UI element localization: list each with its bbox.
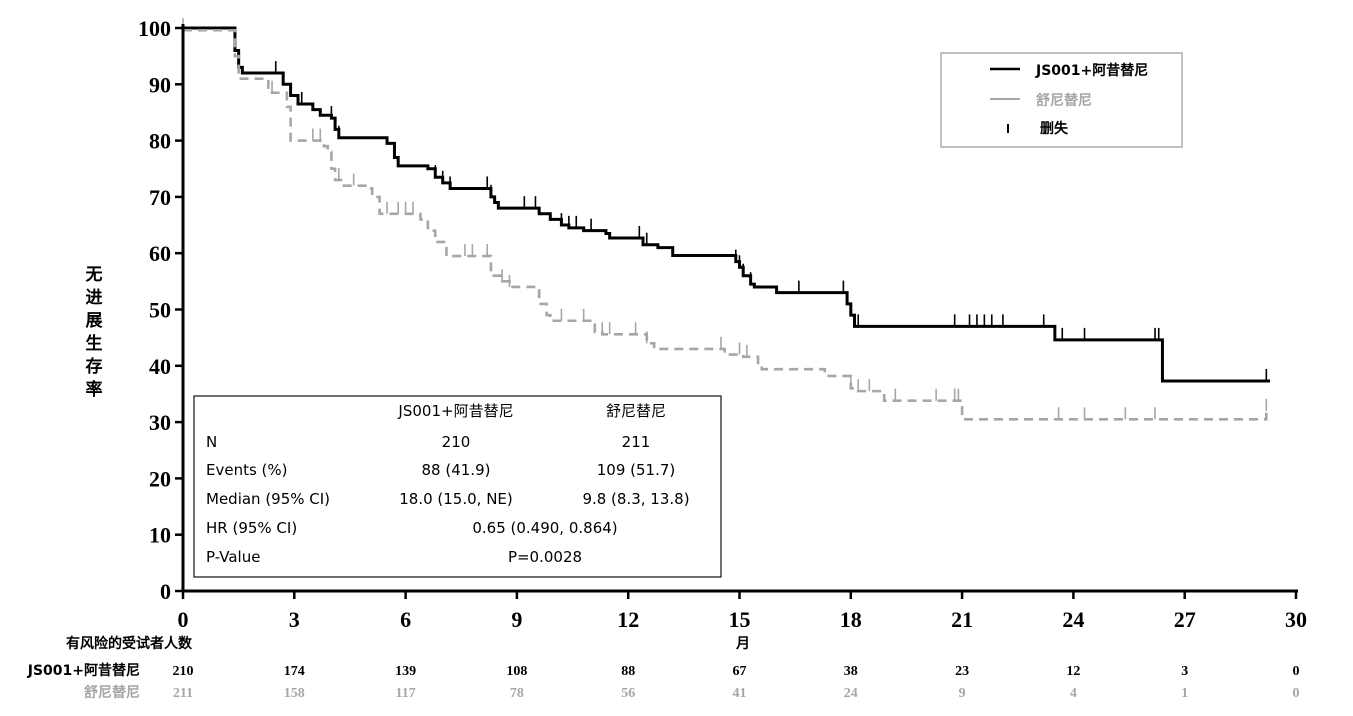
stats-row-label: Events (%) xyxy=(206,461,288,479)
stats-row-label: P-Value xyxy=(206,548,260,566)
y-tick-label: 80 xyxy=(149,129,171,154)
y-label-char: 生 xyxy=(86,333,103,354)
risk-table-title: 有风险的受试者人数 xyxy=(66,635,193,652)
y-label-char: 进 xyxy=(86,288,103,308)
x-tick-label: 15 xyxy=(729,607,751,632)
risk-count: 3 xyxy=(1181,664,1188,679)
risk-count: 41 xyxy=(733,686,747,701)
risk-count: 23 xyxy=(955,664,969,679)
risk-count: 174 xyxy=(284,664,305,679)
y-tick-label: 60 xyxy=(149,241,171,266)
stats-cell: 88 (41.9) xyxy=(422,461,491,479)
x-tick-label: 30 xyxy=(1285,607,1307,632)
km-curve-js001-axitinib xyxy=(183,26,1271,383)
risk-row-name-1: 舒尼替尼 xyxy=(84,684,140,701)
risk-count: 12 xyxy=(1066,664,1080,679)
y-tick-label: 20 xyxy=(149,466,171,491)
x-tick-label: 21 xyxy=(951,607,973,632)
legend-label-2: 删失 xyxy=(1040,120,1069,137)
risk-table: 有风险的受试者人数 JS001+阿昔替尼 舒尼替尼 210 174 139 108 88… xyxy=(27,635,1300,701)
y-label-char: 率 xyxy=(86,379,103,400)
risk-count: 4 xyxy=(1070,686,1077,701)
risk-count: 0 xyxy=(1293,686,1300,701)
legend: JS001+阿昔替尼 舒尼替尼 删失 xyxy=(940,52,1183,148)
x-tick-label: 9 xyxy=(511,607,522,632)
y-tick-label: 100 xyxy=(138,16,171,41)
risk-count: 0 xyxy=(1293,664,1300,679)
risk-count: 108 xyxy=(506,664,527,679)
risk-count: 67 xyxy=(733,664,747,679)
x-tick-label: 24 xyxy=(1062,607,1084,632)
stats-p-value: P=0.0028 xyxy=(508,548,582,566)
x-tick-label: 27 xyxy=(1174,607,1196,632)
y-tick-label: 70 xyxy=(149,185,171,210)
stats-cell: 210 xyxy=(442,433,471,451)
stats-cell: 211 xyxy=(622,433,651,451)
axes-layer: 0 10 20 30 40 50 60 70 80 90 100 0 3 6 9 12 15 18 21 24 27 30 xyxy=(138,16,1307,632)
legend-label-0: JS001+阿昔替尼 xyxy=(1035,62,1148,79)
risk-count: 139 xyxy=(395,664,416,679)
risk-count: 88 xyxy=(621,664,635,679)
risk-count: 211 xyxy=(173,686,193,701)
stats-header-arm1: JS001+阿昔替尼 xyxy=(397,402,513,420)
x-tick-label: 12 xyxy=(617,607,639,632)
x-axis-label: 月 xyxy=(735,636,750,652)
x-tick-label: 18 xyxy=(840,607,862,632)
legend-box xyxy=(940,52,1183,148)
stats-table-box xyxy=(193,395,722,578)
y-tick-label: 0 xyxy=(160,579,171,604)
risk-count: 158 xyxy=(284,686,305,701)
stats-cell: 18.0 (15.0, NE) xyxy=(399,490,513,508)
x-tick-label: 3 xyxy=(289,607,300,632)
risk-count: 210 xyxy=(173,664,194,679)
risk-count: 78 xyxy=(510,686,524,701)
stats-hr-value: 0.65 (0.490, 0.864) xyxy=(472,519,617,537)
y-tick-label: 50 xyxy=(149,298,171,323)
y-tick-label: 40 xyxy=(149,354,171,379)
risk-count: 1 xyxy=(1181,686,1188,701)
risk-count: 9 xyxy=(959,686,966,701)
stats-cell: 109 (51.7) xyxy=(597,461,676,479)
stats-row-label: HR (95% CI) xyxy=(206,519,297,537)
stats-table: JS001+阿昔替尼 舒尼替尼 N 210 211 Events (%) 88 … xyxy=(193,395,722,578)
risk-count: 56 xyxy=(621,686,635,701)
risk-count: 38 xyxy=(844,664,858,679)
y-tick-label: 10 xyxy=(149,523,171,548)
y-tick-label: 90 xyxy=(149,72,171,97)
stats-header-arm2: 舒尼替尼 xyxy=(606,402,666,420)
stats-row-label: N xyxy=(206,433,217,451)
x-tick-label: 0 xyxy=(178,607,189,632)
risk-row-name-0: JS001+阿昔替尼 xyxy=(27,662,140,679)
x-tick-label: 6 xyxy=(400,607,411,632)
y-label-char: 无 xyxy=(85,265,103,285)
risk-count: 117 xyxy=(395,686,415,701)
y-label-char: 存 xyxy=(86,356,103,377)
stats-row-label: Median (95% CI) xyxy=(206,490,330,508)
y-label-char: 展 xyxy=(86,311,103,331)
y-tick-label: 30 xyxy=(149,410,171,435)
stats-cell: 9.8 (8.3, 13.8) xyxy=(582,490,689,508)
legend-label-1: 舒尼替尼 xyxy=(1036,92,1092,109)
risk-count: 24 xyxy=(844,686,858,701)
